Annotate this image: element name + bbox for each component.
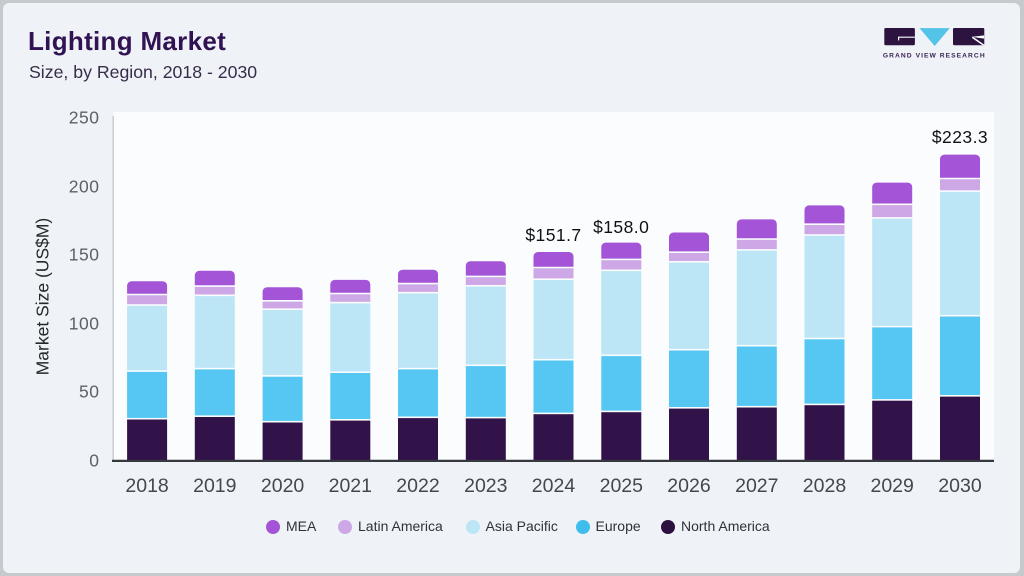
svg-text:GRAND VIEW RESEARCH: GRAND VIEW RESEARCH <box>883 52 986 59</box>
